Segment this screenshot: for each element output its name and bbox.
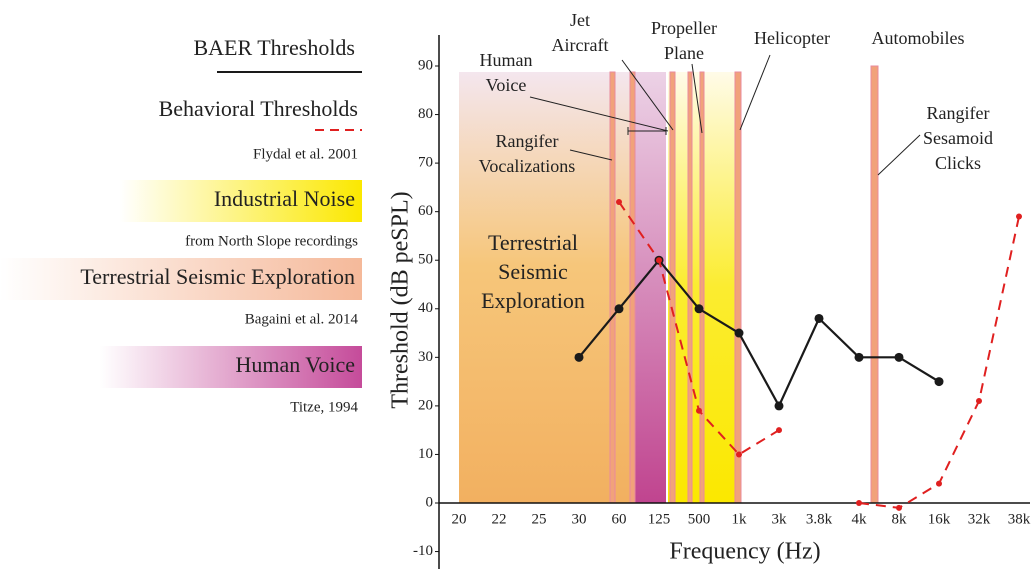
x-tick-label: 30 (572, 511, 587, 527)
y-tick-label: 0 (426, 494, 434, 510)
series-line (578, 258, 940, 409)
x-tick-label: 4k (852, 511, 868, 527)
legend-source: Titze, 1994 (290, 399, 358, 415)
x-tick-label: 20 (452, 511, 467, 527)
bands (459, 65, 879, 504)
point (894, 352, 904, 362)
seismic-band (459, 72, 634, 503)
y-tick-label: 20 (418, 397, 433, 413)
point (614, 304, 624, 314)
y-tick-label: 90 (418, 57, 433, 73)
legend-source: Bagaini et al. 2014 (245, 311, 359, 327)
x-tick-label: 125 (648, 511, 671, 527)
annotation: Seismic (498, 259, 568, 284)
stripe (699, 71, 705, 504)
legend-swatch (0, 258, 362, 300)
legend-source: from North Slope recordings (185, 233, 358, 249)
legend-label: Terrestrial Seismic Exploration (80, 264, 355, 289)
point (656, 257, 662, 264)
annotation: Exploration (481, 288, 585, 313)
annotation: Helicopter (754, 28, 830, 48)
y-tick-label: 50 (418, 252, 433, 268)
x-axis-label: Frequency (Hz) (669, 539, 820, 565)
x-tick-label: 32k (968, 511, 991, 527)
x-tick-label: 25 (532, 511, 547, 527)
voice-band (634, 72, 666, 503)
leader (877, 134, 921, 176)
x-tick-label: 38k (1008, 511, 1031, 527)
series-line (858, 216, 1020, 509)
leaders (529, 54, 921, 176)
legend-swatch (120, 180, 362, 222)
stripe (609, 71, 616, 504)
point (774, 401, 784, 411)
leader (529, 96, 669, 132)
legend-label: Industrial Noise (214, 186, 355, 211)
legend-label: BAER Thresholds (193, 35, 355, 60)
point (814, 313, 824, 323)
point (616, 198, 622, 205)
point (736, 451, 742, 458)
annotation: Rangifer (927, 103, 990, 123)
point (934, 377, 944, 387)
annotation: Rangifer (496, 131, 559, 151)
point (896, 504, 902, 511)
x-tick-label: 1k (732, 511, 748, 527)
point (1016, 213, 1022, 220)
stripe (734, 71, 742, 504)
legend: BAER Thresholds Behavioral Thresholds Flyd… (0, 35, 362, 415)
y-tick-label: 10 (418, 446, 433, 462)
annotation: Voice (486, 75, 527, 95)
leader (569, 149, 613, 161)
x-tick-label: 3k (772, 511, 788, 527)
y-tick-label: 80 (418, 106, 433, 122)
y-tick-label: 70 (418, 155, 433, 171)
y-tick-label: 40 (418, 300, 433, 316)
point (936, 480, 942, 487)
leader (739, 54, 771, 131)
x-tick-label: 500 (688, 511, 711, 527)
point (574, 352, 584, 362)
stripe (687, 71, 693, 504)
y-tick-label: -10 (413, 543, 433, 559)
y-axis-label: Threshold (dB peSPL) (388, 191, 414, 408)
bracket (627, 127, 667, 135)
annotation: Automobiles (872, 28, 965, 48)
point (776, 427, 782, 434)
leader (691, 63, 703, 134)
leader (621, 59, 674, 131)
stripe (629, 71, 636, 504)
point (976, 398, 982, 405)
legend-label: Human Voice (235, 352, 355, 377)
annotation: Jet (570, 10, 590, 30)
legend-label: Behavioral Thresholds (159, 96, 358, 121)
annotation: Plane (664, 43, 704, 63)
point (856, 500, 862, 506)
point (696, 407, 702, 414)
legend-swatch (100, 346, 362, 388)
stripe (870, 65, 879, 504)
x-tick-label: 60 (612, 511, 627, 527)
y-tick-label: 30 (418, 349, 433, 365)
annotation: Vocalizations (479, 156, 576, 176)
annotation: Aircraft (552, 35, 609, 55)
x-tick-label: 16k (928, 511, 951, 527)
point (734, 328, 744, 338)
annotation: Clicks (935, 153, 981, 173)
annotation: Sesamoid (923, 128, 993, 148)
x-tick-label: 22 (492, 511, 507, 527)
annotation: Human (480, 50, 533, 70)
x-tick-label: 3.8k (806, 511, 833, 527)
y-tick-label: 60 (418, 203, 433, 219)
point (694, 304, 704, 314)
annotation: Propeller (651, 18, 717, 38)
x-tick-label: 8k (892, 511, 908, 527)
annotation: Terrestrial (488, 230, 578, 255)
stripe (669, 71, 676, 504)
legend-source: Flydal et al. 2001 (253, 146, 358, 162)
point (854, 352, 864, 362)
